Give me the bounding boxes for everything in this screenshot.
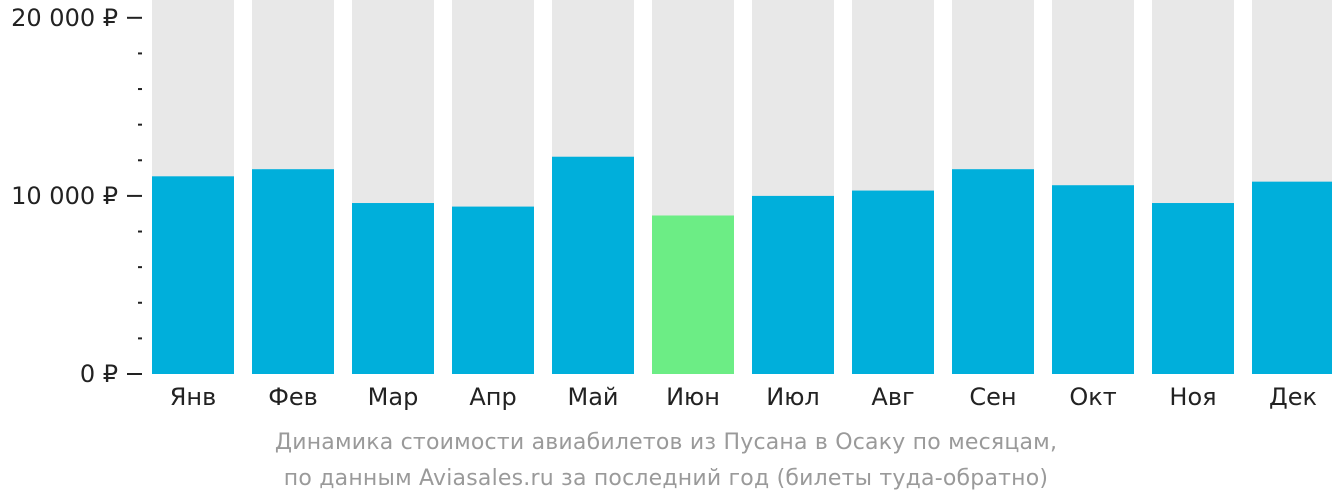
x-tick-label: Фев (268, 383, 318, 411)
bar (352, 203, 434, 374)
y-tick-label: 20 000 ₽ (11, 4, 118, 32)
x-tick-label: Май (567, 383, 618, 411)
x-tick-label: Ноя (1169, 383, 1216, 411)
bar (1052, 185, 1134, 374)
bar (552, 156, 634, 374)
x-tick-label: Июл (766, 383, 820, 411)
bar (152, 176, 234, 374)
bar (1152, 203, 1234, 374)
chart-caption-line-1: Динамика стоимости авиабилетов из Пусана… (274, 430, 1058, 455)
x-tick-label: Апр (469, 383, 516, 411)
x-tick-label: Окт (1069, 383, 1116, 411)
y-tick-label: 10 000 ₽ (11, 182, 118, 210)
x-tick-label: Дек (1269, 383, 1317, 411)
bar (752, 195, 834, 374)
bar (952, 169, 1034, 374)
x-tick-label: Сен (969, 383, 1016, 411)
chart-caption-line-2: по данным Aviasales.ru за последний год … (283, 466, 1049, 491)
x-tick-label: Мар (368, 383, 419, 411)
bar (252, 169, 334, 374)
bar (452, 206, 534, 374)
x-tick-label: Авг (871, 383, 914, 411)
bar (652, 215, 734, 374)
price-bar-chart: Янв Фев Мар Апр Май Июн Июл Авг Сен Окт Ноя Дек 0 ₽ 1… (11, 0, 1332, 411)
y-tick-label: 0 ₽ (80, 360, 118, 388)
x-tick-label: Янв (170, 383, 217, 411)
bar (1252, 181, 1332, 374)
bar (852, 190, 934, 374)
x-tick-label: Июн (666, 383, 720, 411)
